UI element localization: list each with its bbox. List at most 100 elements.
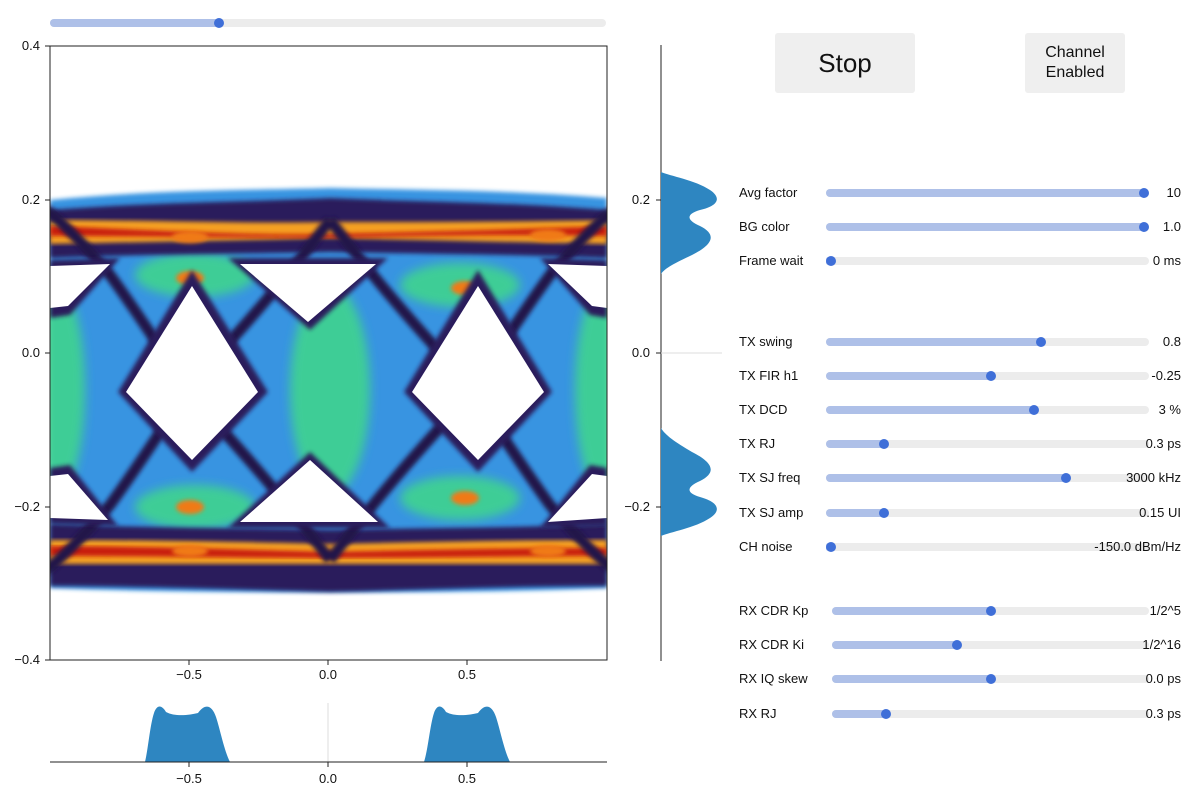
slider-track[interactable] bbox=[826, 256, 1149, 266]
slider-knob[interactable] bbox=[1029, 405, 1040, 415]
slider-value: 10 bbox=[1166, 185, 1181, 200]
vertical-histogram-canvas bbox=[656, 45, 722, 661]
slider-label: BG color bbox=[739, 219, 790, 234]
bottom-x-tick: 0.5 bbox=[457, 771, 477, 786]
side-y-tick: 0.2 bbox=[631, 192, 650, 207]
slider-fill bbox=[826, 372, 991, 380]
slider-label: Avg factor bbox=[739, 185, 798, 200]
slider-track[interactable] bbox=[832, 709, 1149, 719]
channel-enabled-button[interactable]: Channel Enabled bbox=[1025, 33, 1125, 93]
eye-y-tick: 0.0 bbox=[21, 345, 40, 360]
slider-track[interactable] bbox=[826, 337, 1149, 347]
slider-label: TX RJ bbox=[739, 436, 776, 451]
slider-row: RX CDR Ki 1/2^16 bbox=[739, 635, 1181, 655]
slider-knob[interactable] bbox=[1060, 473, 1071, 483]
slider-track[interactable] bbox=[826, 188, 1149, 198]
slider-label: RX RJ bbox=[739, 706, 777, 721]
slider-label: TX DCD bbox=[739, 402, 788, 417]
slider-fill bbox=[826, 440, 885, 448]
slider-track[interactable] bbox=[832, 640, 1149, 650]
eye-plot-tick-marks bbox=[45, 45, 468, 665]
slider-knob[interactable] bbox=[985, 674, 996, 684]
slider-row: TX DCD 3 % bbox=[739, 400, 1181, 420]
slider-track[interactable] bbox=[826, 542, 1149, 552]
slider-knob[interactable] bbox=[826, 542, 836, 552]
slider-knob[interactable] bbox=[879, 439, 890, 449]
slider-knob[interactable] bbox=[951, 640, 962, 650]
eye-x-tick: −0.5 bbox=[176, 667, 202, 682]
slider-value: 0.8 bbox=[1162, 334, 1181, 349]
slider-knob[interactable] bbox=[985, 371, 996, 381]
slider-fill bbox=[832, 641, 957, 649]
side-y-tick: 0.0 bbox=[631, 345, 650, 360]
slider-label: RX CDR Kp bbox=[739, 603, 809, 618]
eye-diagram-plot: 0.4 0.2 0.0 −0.2 −0.4 −0.5 0.0 0.5 bbox=[0, 38, 620, 682]
slider-track[interactable] bbox=[826, 473, 1149, 483]
slider-value: 3000 kHz bbox=[1126, 470, 1181, 485]
top-slider-track[interactable] bbox=[50, 19, 606, 27]
slider-fill bbox=[826, 338, 1041, 346]
slider-row: TX swing 0.8 bbox=[739, 332, 1181, 352]
slider-knob[interactable] bbox=[881, 709, 892, 719]
slider-value: 0.0 ps bbox=[1145, 671, 1181, 686]
slider-value: 1/2^5 bbox=[1149, 603, 1181, 618]
slider-value: 1.0 bbox=[1162, 219, 1181, 234]
slider-fill bbox=[832, 607, 991, 615]
eye-y-tick: −0.2 bbox=[14, 499, 40, 514]
vertical-histogram-upper-lobe bbox=[661, 172, 717, 274]
vertical-histogram: 0.2 0.0 −0.2 bbox=[600, 40, 730, 670]
eye-gap-lower-mid-inner bbox=[240, 460, 378, 522]
slider-value: 1/2^16 bbox=[1142, 637, 1181, 652]
eye-y-tick: 0.2 bbox=[21, 192, 40, 207]
slider-knob[interactable] bbox=[879, 508, 890, 518]
slider-value: -150.0 dBm/Hz bbox=[1094, 539, 1181, 554]
slider-knob[interactable] bbox=[1139, 188, 1149, 198]
slider-row: TX RJ 0.3 ps bbox=[739, 434, 1181, 454]
eye-gap-lower-left-inner bbox=[50, 474, 108, 520]
slider-label: TX SJ amp bbox=[739, 505, 804, 520]
slider-track[interactable] bbox=[826, 508, 1149, 518]
eye-x-tick: 0.0 bbox=[318, 667, 338, 682]
eye-diagram-canvas bbox=[45, 45, 608, 665]
slider-track[interactable] bbox=[826, 371, 1149, 381]
stop-button[interactable]: Stop bbox=[775, 33, 915, 93]
slider-fill bbox=[826, 406, 1035, 414]
horizontal-histogram-right-lobe bbox=[424, 706, 510, 762]
top-slider[interactable] bbox=[50, 18, 606, 28]
slider-row: BG color 1.0 bbox=[739, 217, 1181, 237]
eye-gap-lower-right-inner bbox=[548, 474, 607, 522]
slider-row: TX SJ freq 3000 kHz bbox=[739, 468, 1181, 488]
eye-gap-upper-mid-inner bbox=[240, 264, 376, 322]
slider-knob[interactable] bbox=[826, 256, 836, 266]
slider-value: -0.25 bbox=[1151, 368, 1181, 383]
bottom-x-tick: 0.0 bbox=[318, 771, 338, 786]
eye-opening-right-inner bbox=[412, 286, 544, 460]
slider-label: TX SJ freq bbox=[739, 470, 801, 485]
slider-label: TX swing bbox=[739, 334, 793, 349]
slider-fill bbox=[826, 509, 885, 517]
eye-gap-upper-right-inner bbox=[548, 264, 607, 308]
slider-fill bbox=[826, 223, 1144, 231]
slider-knob[interactable] bbox=[1035, 337, 1046, 347]
slider-value: 0 ms bbox=[1152, 253, 1181, 268]
slider-row: TX FIR h1 -0.25 bbox=[739, 366, 1181, 386]
slider-row: CH noise -150.0 dBm/Hz bbox=[739, 537, 1181, 557]
eye-opening-left-inner bbox=[126, 286, 258, 460]
horizontal-histogram-left-lobe bbox=[145, 706, 230, 762]
slider-knob[interactable] bbox=[1139, 222, 1149, 232]
eye-gap-upper-left-inner bbox=[50, 264, 110, 308]
vertical-histogram-lower-lobe bbox=[661, 428, 717, 536]
slider-track[interactable] bbox=[826, 222, 1149, 232]
slider-track[interactable] bbox=[826, 405, 1149, 415]
slider-row: Frame wait 0 ms bbox=[739, 251, 1181, 271]
top-slider-fill bbox=[50, 19, 219, 27]
slider-label: RX CDR Ki bbox=[739, 637, 805, 652]
slider-knob[interactable] bbox=[985, 606, 996, 616]
top-slider-knob[interactable] bbox=[213, 18, 224, 28]
slider-track[interactable] bbox=[826, 439, 1149, 449]
slider-row: RX RJ 0.3 ps bbox=[739, 704, 1181, 724]
slider-row: RX CDR Kp 1/2^5 bbox=[739, 601, 1181, 621]
slider-track[interactable] bbox=[832, 606, 1149, 616]
slider-track[interactable] bbox=[832, 674, 1149, 684]
slider-fill bbox=[826, 189, 1144, 197]
